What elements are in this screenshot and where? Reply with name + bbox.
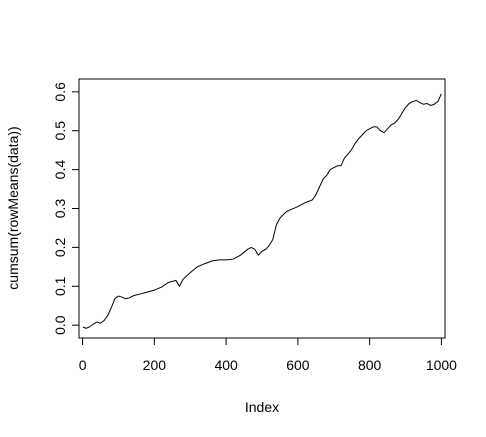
x-tick-label: 200 <box>143 357 167 373</box>
x-tick-label: 600 <box>286 357 310 373</box>
y-axis: 0.0 0.1 0.2 0.3 0.4 0.5 0.6 <box>52 82 80 335</box>
y-tick-label: 0.6 <box>52 82 68 102</box>
y-tick-label: 0.3 <box>52 199 68 219</box>
plot-frame <box>78 78 446 339</box>
y-tick-label: 0.4 <box>52 160 68 180</box>
y-tick-label: 0.0 <box>52 315 68 335</box>
series-line <box>82 93 442 329</box>
x-tick-label: 0 <box>79 357 87 373</box>
y-tick-label: 0.2 <box>52 237 68 257</box>
x-axis-title: Index <box>245 399 279 415</box>
y-axis-title: cumsum(rowMeans(data)) <box>5 126 21 289</box>
y-tick-label: 0.5 <box>52 121 68 141</box>
x-tick-label: 400 <box>214 357 238 373</box>
x-tick-label: 800 <box>358 357 382 373</box>
x-axis: 0 200 400 600 800 1000 <box>79 337 457 373</box>
x-tick-label: 1000 <box>426 357 457 373</box>
y-tick-label: 0.1 <box>52 276 68 296</box>
